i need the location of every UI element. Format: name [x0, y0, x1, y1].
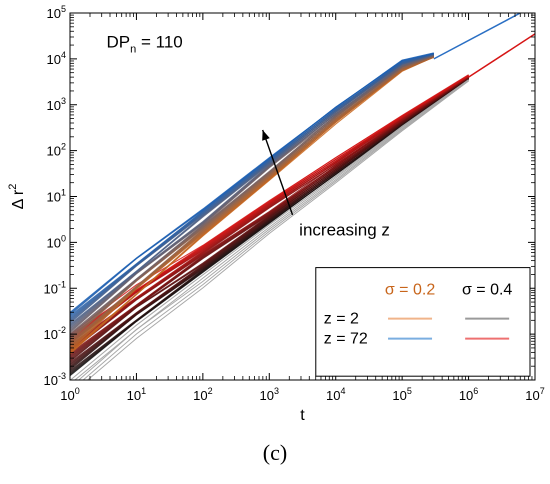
- axis-ticks: [69, 12, 536, 381]
- msd-curve: [70, 52, 434, 313]
- legend: σ = 0.2 σ = 0.4 z = 2 z = 72: [315, 267, 531, 377]
- y-tick-label: 101: [47, 188, 66, 205]
- curve-group: [70, 13, 535, 380]
- msd-curve-faint: [78, 79, 469, 380]
- x-tick-label: 103: [260, 386, 279, 403]
- legend-header-sigma-0-2: σ = 0.2: [385, 282, 435, 299]
- x-tick-label: 105: [392, 386, 411, 403]
- y-axis-label: Δ r2: [7, 184, 27, 210]
- y-tick-label: 102: [47, 142, 66, 159]
- msd-curve-faint: [82, 80, 469, 380]
- y-tick-label: 10-3: [44, 371, 66, 388]
- x-tick-label: 106: [459, 386, 478, 403]
- msd-curve: [70, 74, 469, 335]
- y-tick-label: 10-1: [44, 279, 66, 296]
- x-tick-label: 104: [326, 386, 345, 403]
- msd-curve-tail: [468, 33, 535, 78]
- x-tick-label: 102: [193, 386, 212, 403]
- msd-curve-tail: [433, 13, 521, 60]
- panel-label: (c): [262, 440, 288, 465]
- tick-labels: 100 101 102 103 104 105 106 107 10-3 10-2 10-1 100 1…: [44, 4, 545, 403]
- y-tick-label: 10-2: [44, 325, 66, 342]
- trend-arrow: [261, 129, 294, 216]
- x-tick-label: 100: [60, 386, 79, 403]
- x-axis-label: t: [300, 407, 305, 424]
- y-tick-label: 104: [47, 50, 66, 67]
- x-tick-label: 101: [127, 386, 146, 403]
- y-tick-label: 105: [47, 4, 66, 21]
- legend-box: [315, 267, 531, 377]
- dp-annotation: DPn = 110: [107, 32, 183, 55]
- arrow-shaft: [261, 129, 294, 216]
- arrow-head: [262, 129, 270, 141]
- legend-row-z-2: z = 2: [324, 311, 359, 328]
- x-tick-label: 107: [525, 386, 544, 403]
- legend-header-sigma-0-4: σ = 0.4: [462, 282, 512, 299]
- y-tick-label: 103: [47, 96, 66, 113]
- msd-curve-faint: [86, 80, 469, 380]
- msd-curve-faint: [70, 79, 469, 380]
- legend-row-z-72: z = 72: [324, 331, 368, 348]
- arrow-annotation: increasing z: [299, 220, 390, 239]
- y-tick-label: 100: [47, 233, 66, 250]
